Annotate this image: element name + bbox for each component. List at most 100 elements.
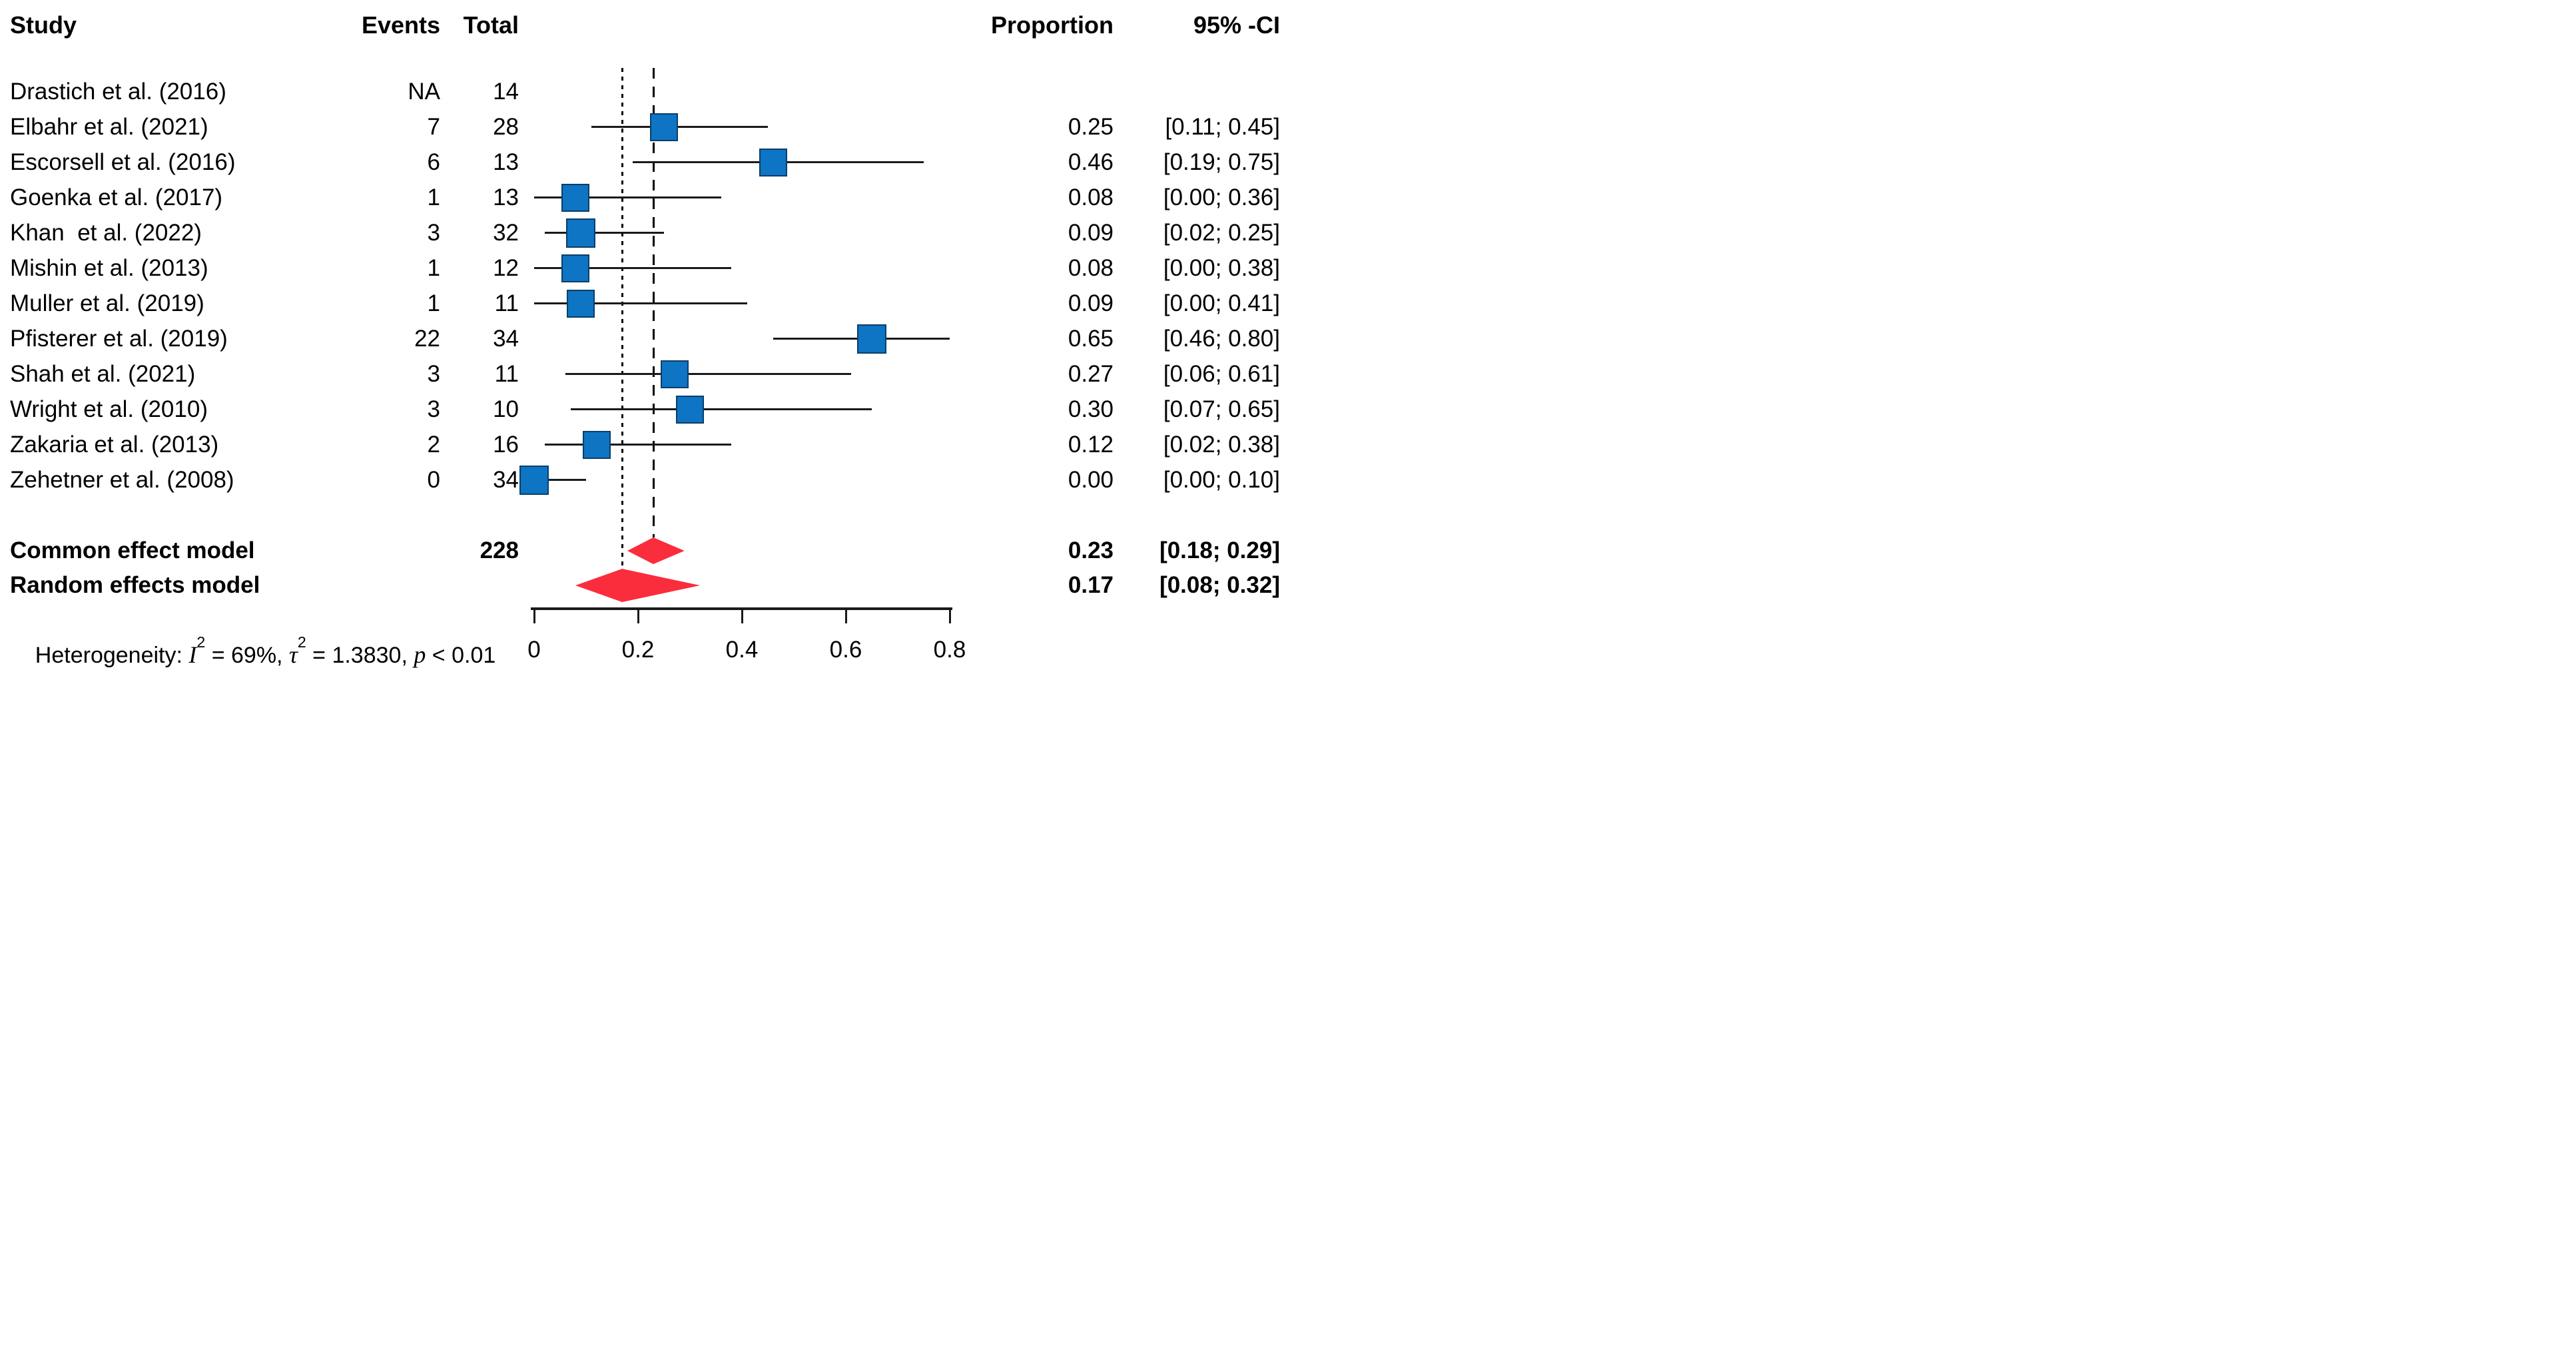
events-value: 0: [427, 466, 440, 493]
x-axis-tick-label: 0.4: [725, 637, 759, 663]
total-value: 10: [493, 396, 519, 422]
ci-interval-line: [534, 196, 721, 198]
common-effect-diamond: [627, 537, 685, 564]
column-header-proportion: Proportion: [991, 11, 1114, 39]
het-prefix: Heterogeneity:: [35, 643, 189, 668]
x-axis-tick-label: 0.6: [829, 637, 862, 663]
events-value: 3: [427, 360, 440, 387]
column-header-total: Total: [463, 11, 519, 39]
het-seg2: = 1.3830,: [306, 643, 414, 668]
x-axis-tick: [637, 610, 639, 623]
study-label: Mishin et al. (2013): [10, 254, 208, 281]
total-value: 13: [493, 149, 519, 175]
events-value: NA: [408, 78, 440, 105]
summary-proportion: 0.23: [1068, 537, 1114, 563]
weight-square: [566, 218, 596, 248]
study-rows: Drastich et al. (2016) NA 14 Elbahr et al. …: [0, 0, 1288, 674]
events-value: 3: [427, 396, 440, 422]
weight-square: [519, 465, 549, 495]
ci-interval-line: [544, 232, 664, 234]
ci-interval-line: [534, 302, 747, 304]
ci-value: [0.02; 0.38]: [1163, 431, 1280, 458]
weight-square: [561, 254, 590, 282]
events-value: 7: [427, 113, 440, 140]
column-header-study: Study: [10, 11, 77, 39]
ci-interval-line: [565, 373, 851, 375]
study-label: Shah et al. (2021): [10, 360, 196, 387]
het-i-symbol: I: [188, 641, 197, 668]
study-label: Escorsell et al. (2016): [10, 149, 236, 175]
diamond-shape: [575, 569, 701, 602]
x-axis-tick-label: 0.8: [933, 637, 966, 663]
events-value: 1: [427, 290, 440, 316]
total-value: 14: [493, 78, 519, 105]
summary-label: Common effect model: [10, 537, 255, 563]
study-label: Wright et al. (2010): [10, 396, 208, 422]
diamond-shape: [627, 537, 685, 564]
summary-ci: [0.08; 0.32]: [1159, 572, 1280, 598]
ci-interval-line: [591, 126, 768, 128]
total-value: 16: [493, 431, 519, 458]
x-axis-tick: [741, 610, 743, 623]
events-value: 6: [427, 149, 440, 175]
ci-value: [1107, 76, 1280, 108]
heterogeneity-note: Heterogeneity: I2 = 69%, τ2 = 1.3830, p …: [10, 607, 495, 668]
x-axis-tick-label: 0: [527, 637, 541, 663]
summary-total: 228: [480, 537, 519, 563]
events-value: 2: [427, 431, 440, 458]
het-tau-sup: 2: [297, 633, 306, 651]
study-label: Elbahr et al. (2021): [10, 113, 208, 140]
total-value: 32: [493, 219, 519, 246]
ci-value: [0.00; 0.36]: [1163, 184, 1280, 210]
weight-square: [660, 360, 689, 388]
het-p-symbol: p: [414, 641, 426, 668]
proportion-value: 0.00: [1068, 466, 1114, 493]
study-label: Zakaria et al. (2013): [10, 431, 219, 458]
summary-ci: [0.18; 0.29]: [1159, 537, 1280, 563]
events-value: 3: [427, 219, 440, 246]
proportion-value: 0.46: [1068, 149, 1114, 175]
proportion-value: 0.12: [1068, 431, 1114, 458]
ci-value: [0.02; 0.25]: [1163, 219, 1280, 246]
random-effects-diamond: [575, 569, 701, 602]
study-label: Drastich et al. (2016): [10, 78, 226, 105]
ci-value: [0.19; 0.75]: [1163, 149, 1280, 175]
study-label: Muller et al. (2019): [10, 290, 204, 316]
proportion-value: 0.09: [1068, 290, 1114, 316]
total-value: 28: [493, 113, 519, 140]
total-value: 13: [493, 184, 519, 210]
proportion-value: 0.25: [1068, 113, 1114, 140]
ci-interval-line: [534, 479, 586, 481]
x-axis-tick: [948, 610, 951, 623]
total-value: 12: [493, 254, 519, 281]
x-axis-line: [531, 607, 952, 610]
proportion-value: 0.08: [1068, 184, 1114, 210]
het-seg1: = 69%,: [205, 643, 289, 668]
weight-square: [676, 395, 704, 424]
het-i-sup: 2: [196, 633, 206, 651]
reference-line-dotted: [621, 68, 624, 569]
ci-value: [0.46; 0.80]: [1163, 325, 1280, 352]
het-tail: < 0.01: [426, 643, 496, 668]
x-axis-tick: [844, 610, 847, 623]
ci-interval-line: [544, 444, 732, 446]
total-value: 11: [494, 360, 519, 387]
ci-value: [0.00; 0.10]: [1163, 466, 1280, 493]
ci-value: [0.07; 0.65]: [1163, 396, 1280, 422]
events-value: 1: [427, 184, 440, 210]
ci-interval-line: [570, 408, 872, 410]
events-value: 22: [414, 325, 440, 352]
weight-square: [857, 324, 886, 354]
proportion-value: [954, 76, 1114, 108]
weight-square: [582, 430, 611, 459]
proportion-value: 0.30: [1068, 396, 1114, 422]
x-axis-tick-label: 0.2: [621, 637, 655, 663]
ci-value: [0.00; 0.41]: [1163, 290, 1280, 316]
ci-value: [0.06; 0.61]: [1163, 360, 1280, 387]
ci-value: [0.11; 0.45]: [1165, 113, 1280, 140]
events-value: 1: [427, 254, 440, 281]
study-label: Zehetner et al. (2008): [10, 466, 234, 493]
het-tau-symbol: τ: [288, 641, 298, 668]
ci-interval-line: [534, 267, 732, 269]
